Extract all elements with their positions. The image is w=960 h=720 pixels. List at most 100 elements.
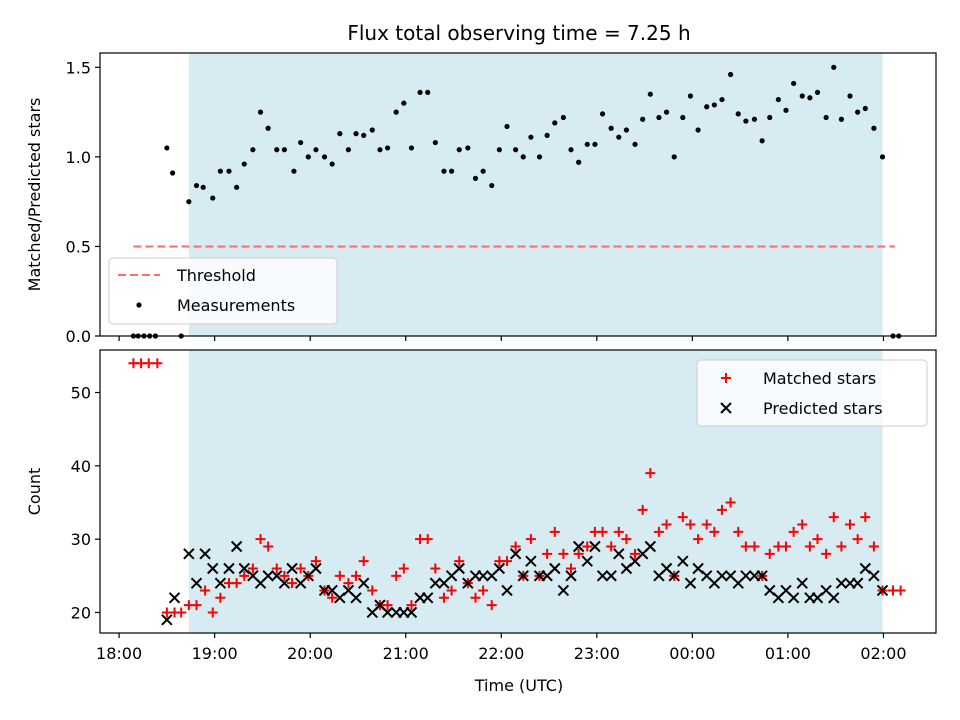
matched-star-point xyxy=(422,534,433,545)
predicted-star-point xyxy=(549,562,561,575)
matched-star-point xyxy=(895,585,906,596)
measurement-point xyxy=(576,159,582,165)
measurement-point xyxy=(186,199,192,205)
x-tick-label: 02:00 xyxy=(860,644,906,663)
predicted-star-point xyxy=(644,540,657,553)
measurement-point xyxy=(879,154,886,160)
matched-star-point xyxy=(637,504,648,515)
measurement-point xyxy=(321,154,328,160)
matched-star-point xyxy=(852,534,863,545)
measurement-point xyxy=(170,170,176,176)
predicted-star-point xyxy=(787,592,800,604)
matched-star-point xyxy=(845,519,856,530)
matched-star-point xyxy=(430,563,441,574)
axes-frame xyxy=(99,52,937,337)
matched-star-point xyxy=(391,570,402,581)
predicted-star-point xyxy=(684,577,697,589)
y-tick-label: 0.0 xyxy=(66,327,91,346)
measurement-point xyxy=(847,93,853,99)
measurement-point xyxy=(193,182,200,189)
measurement-point xyxy=(528,134,534,140)
matched-star-point xyxy=(478,585,489,596)
matched-star-point xyxy=(247,563,258,574)
predicted-star-point xyxy=(207,562,219,575)
matched-star-point xyxy=(709,526,720,537)
measurement-point xyxy=(217,168,223,174)
predicted-star-point xyxy=(501,584,513,597)
predicted-star-point xyxy=(183,548,195,560)
measurement-point xyxy=(584,141,590,147)
predicted-star-point xyxy=(422,592,434,604)
predicted-star-point xyxy=(605,570,617,582)
matched-star-point xyxy=(661,519,672,530)
measurement-point xyxy=(489,182,495,189)
matched-star-point xyxy=(310,556,321,567)
measurement-point xyxy=(210,195,216,201)
measurement-point xyxy=(560,114,566,121)
matched-star-point xyxy=(804,541,815,552)
y-tick-label: 1.0 xyxy=(66,148,91,167)
predicted-star-point xyxy=(477,570,489,582)
measurement-point xyxy=(480,168,486,174)
predicted-star-point xyxy=(350,592,362,604)
measurement-point xyxy=(862,105,868,112)
predicted-star-point xyxy=(190,577,203,589)
predicted-star-point xyxy=(525,555,537,567)
matched-star-point xyxy=(542,548,553,559)
predicted-star-point xyxy=(381,606,394,619)
predicted-star-point xyxy=(589,540,601,553)
matched-star-point xyxy=(382,600,393,611)
y-tick-label: 1.5 xyxy=(66,58,91,77)
matched-star-point xyxy=(367,585,378,596)
matched-star-point xyxy=(566,563,577,574)
matched-star-point xyxy=(327,592,338,603)
matched-star-point xyxy=(438,592,449,603)
measurement-point xyxy=(855,109,861,115)
matched-star-point xyxy=(446,585,457,596)
measurement-point xyxy=(353,131,359,137)
measurement-point xyxy=(552,120,558,126)
measurement-point xyxy=(281,147,287,153)
measurement-point xyxy=(743,118,749,124)
matched-star-point xyxy=(597,526,608,537)
measurement-point xyxy=(751,116,758,122)
matched-star-point xyxy=(502,556,513,567)
predicted-star-point xyxy=(429,577,442,589)
measurement-point xyxy=(871,125,877,131)
measurement-point xyxy=(291,168,297,174)
measurement-point xyxy=(623,127,630,133)
measurement-point xyxy=(823,114,829,121)
x-tick-label: 00:00 xyxy=(669,644,715,663)
measurement-point xyxy=(401,100,407,106)
y-tick-label: 40 xyxy=(71,457,91,476)
y-tick-label: 0.5 xyxy=(66,237,91,256)
measurement-point xyxy=(647,91,653,97)
matched-star-point xyxy=(287,578,298,589)
measurement-point xyxy=(838,116,845,122)
measurement-point xyxy=(704,104,710,110)
measurement-point xyxy=(791,80,797,87)
measurement-point xyxy=(465,145,471,151)
predicted-star-point xyxy=(199,548,211,560)
matched-star-point xyxy=(239,570,250,581)
measurement-point xyxy=(408,145,415,151)
measurement-point xyxy=(599,111,606,117)
matched-star-point xyxy=(279,570,290,581)
matched-star-point xyxy=(454,556,465,567)
measurement-point xyxy=(241,161,247,167)
measurement-point xyxy=(250,147,256,153)
matched-star-point xyxy=(836,541,847,552)
ratio-panel: 0.0 0.5 1.0 1.5 Matched/Predicted stars Thres… xyxy=(25,52,937,346)
measurement-point xyxy=(632,141,638,147)
predicted-star-point xyxy=(572,540,585,553)
predicted-star-point xyxy=(278,577,291,589)
predicted-star-point xyxy=(230,540,243,553)
predicted-star-point xyxy=(262,570,274,582)
matched-star-point xyxy=(406,600,417,611)
matched-star-point xyxy=(343,578,354,589)
matched-star-point xyxy=(200,585,211,596)
matched-star-point xyxy=(152,358,163,369)
predicted-star-point xyxy=(357,577,370,589)
measurement-point xyxy=(164,145,170,151)
legend-threshold-label: Threshold xyxy=(176,266,256,285)
